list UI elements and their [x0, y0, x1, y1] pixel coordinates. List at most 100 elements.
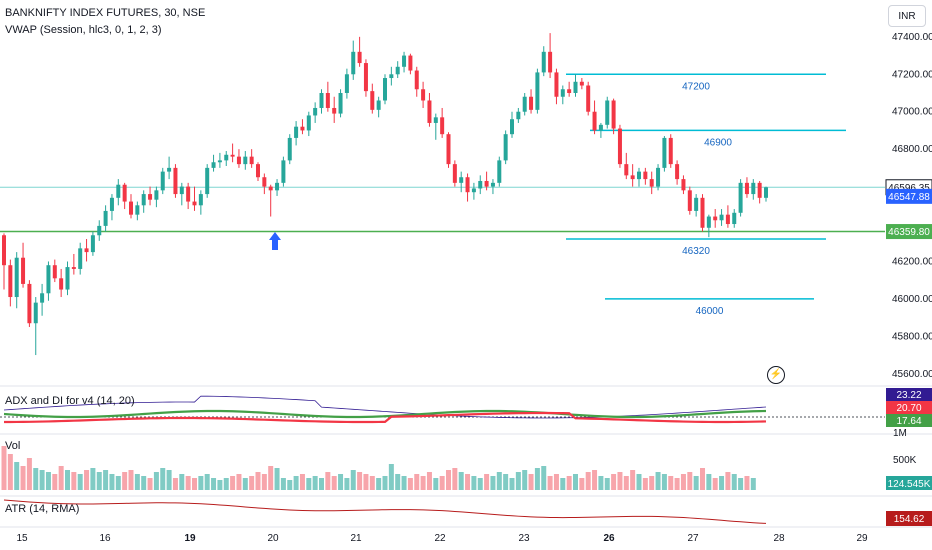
price-tick: 46200.00 — [892, 256, 932, 267]
level-label: 46320 — [682, 246, 710, 257]
candle-body — [751, 182, 756, 195]
volume-bar — [20, 466, 26, 490]
atr-title[interactable]: ATR (14, RMA) — [5, 503, 80, 515]
candle-body — [414, 70, 419, 90]
adx-label: 23.22 — [896, 390, 921, 401]
candle-body — [363, 63, 368, 92]
candle-body — [84, 248, 89, 253]
candle-body — [59, 278, 64, 290]
volume-bar — [719, 476, 725, 490]
candle-body — [90, 235, 95, 253]
atr-label-bg — [886, 511, 932, 526]
volume-current-label: 124.545K — [888, 479, 931, 490]
candle-body — [567, 89, 572, 93]
candle-body — [744, 182, 749, 195]
time-tick: 27 — [687, 533, 699, 544]
volume-bar — [661, 474, 667, 490]
candle-body — [719, 214, 724, 221]
candle-body — [649, 179, 654, 187]
volume-title[interactable]: Vol — [5, 440, 21, 452]
volume-bar — [630, 470, 636, 490]
volume-bar — [223, 478, 229, 490]
volume-axis-tick: 500K — [893, 455, 917, 466]
volume-bar — [261, 474, 267, 490]
price-tick: 47000.00 — [892, 107, 932, 118]
volume-bar — [585, 472, 591, 490]
price-tick: 45800.00 — [892, 331, 932, 342]
adx-line — [3, 395, 767, 419]
candle-body — [706, 216, 711, 228]
vwap-indicator-label[interactable]: VWAP (Session, hlc3, 0, 1, 2, 3) — [5, 24, 162, 36]
volume-bar — [153, 472, 159, 490]
candle-body — [154, 190, 159, 200]
candle-body — [211, 162, 216, 168]
candle-body — [141, 194, 146, 206]
candle-body — [300, 126, 305, 131]
candle-body — [490, 182, 495, 187]
volume-bar — [553, 474, 559, 490]
volume-bar — [382, 476, 388, 490]
candle-body — [656, 167, 661, 187]
currency-button[interactable]: INR — [888, 5, 926, 27]
symbol-title: BANKNIFTY INDEX FUTURES, 30, NSE — [5, 7, 206, 19]
volume-bar — [452, 468, 458, 490]
volume-axis-tick: 1M — [893, 428, 907, 439]
candle-body — [465, 177, 470, 193]
candle-body — [484, 180, 489, 187]
candle-body — [14, 257, 19, 298]
volume-bar — [573, 474, 578, 490]
time-tick: 23 — [518, 533, 530, 544]
volume-bar — [96, 472, 102, 490]
time-tick: 26 — [603, 533, 615, 544]
candle-body — [560, 89, 565, 97]
volume-bar — [693, 476, 699, 490]
time-tick: 20 — [267, 533, 279, 544]
adx-label: 20.70 — [896, 403, 921, 414]
candle-body — [694, 197, 699, 211]
volume-bar — [477, 478, 483, 490]
volume-bar — [122, 472, 128, 490]
candle-body — [122, 184, 127, 202]
volume-bar — [744, 476, 750, 490]
volume-bar — [33, 468, 39, 490]
candle-body — [376, 100, 381, 110]
volume-bar — [331, 476, 337, 490]
volume-bar — [471, 476, 477, 490]
candle-body — [287, 137, 292, 161]
candle-body — [529, 96, 534, 110]
volume-bar — [700, 468, 705, 490]
candle-body — [687, 190, 692, 211]
volume-bar — [299, 474, 305, 490]
volume-bar — [522, 470, 528, 490]
volume-bar — [592, 470, 598, 490]
price-tick: 45600.00 — [892, 369, 932, 380]
volume-bar — [369, 476, 375, 490]
price-tick: 46800.00 — [892, 144, 932, 155]
volume-bar — [496, 472, 502, 490]
volume-bar — [1, 446, 7, 490]
candle-body — [294, 126, 299, 138]
candle-body — [637, 171, 641, 180]
di-plus-line — [3, 409, 767, 419]
volume-bar — [534, 468, 540, 490]
adx-title[interactable]: ADX and DI for v4 (14, 20) — [5, 395, 135, 407]
lightning-icon[interactable]: ⚡ — [767, 366, 785, 384]
candle-body — [116, 184, 121, 198]
candle-body — [256, 164, 260, 178]
candle-body — [630, 175, 635, 180]
volume-bar — [642, 478, 648, 490]
candle-body — [192, 201, 197, 206]
candle-body — [71, 267, 76, 269]
candle-body — [338, 93, 343, 114]
volume-bar — [706, 474, 712, 490]
volume-bar — [458, 472, 464, 490]
volume-bar — [649, 476, 655, 490]
volume-bar — [668, 476, 674, 490]
candle-body — [516, 111, 521, 120]
candle-body — [186, 186, 191, 202]
candle-body — [325, 93, 330, 108]
candle-body — [738, 182, 743, 213]
di-minus-line — [3, 411, 767, 424]
candle-body — [624, 164, 629, 176]
